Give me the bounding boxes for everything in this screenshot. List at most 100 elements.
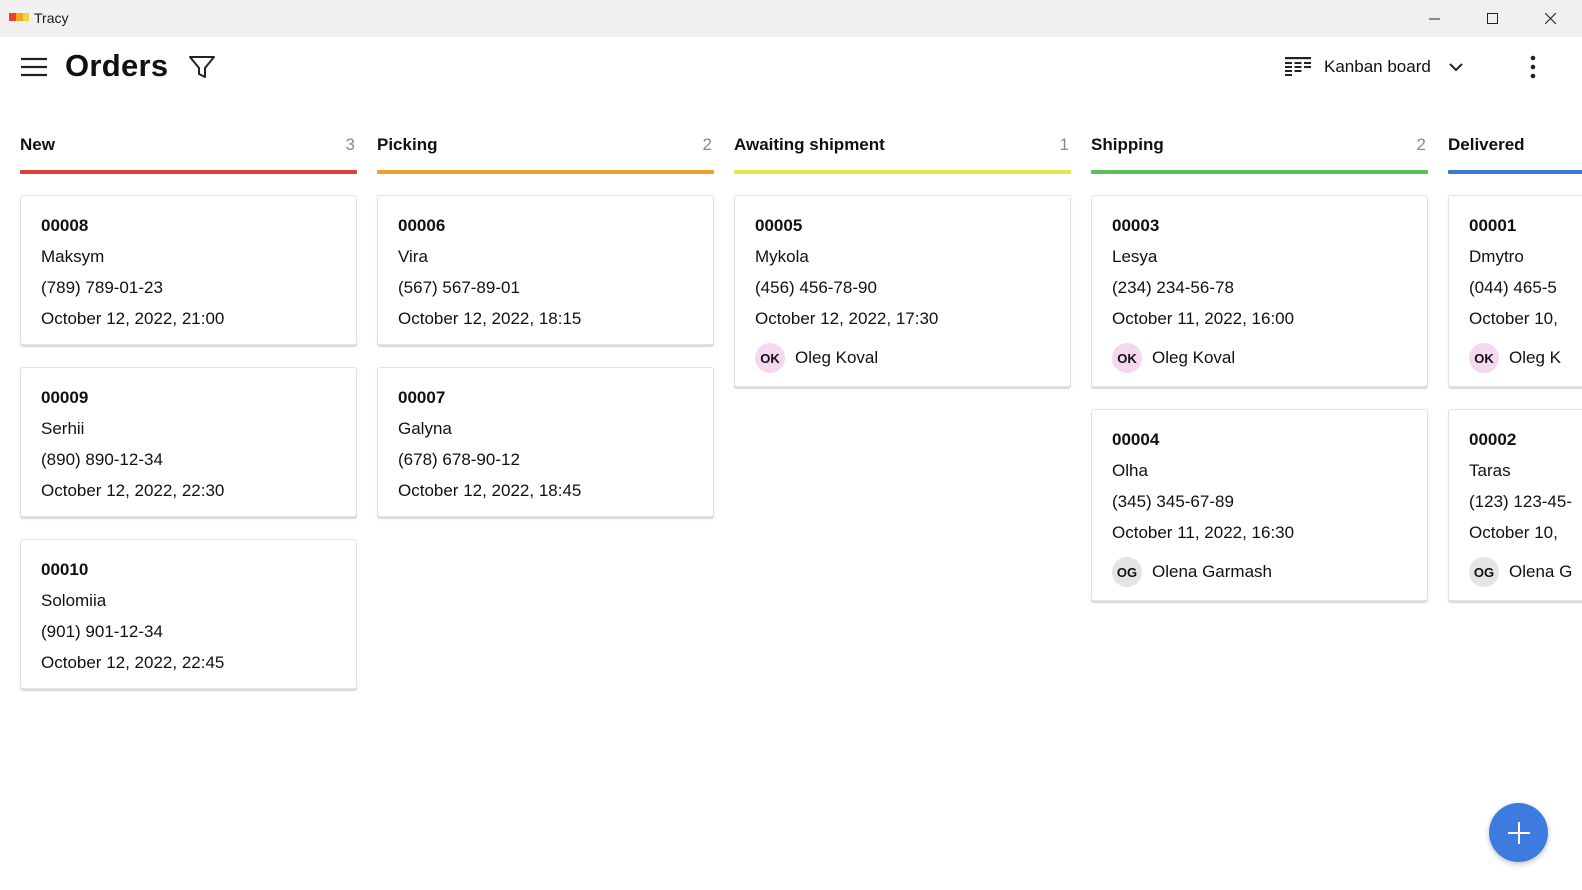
column-delivered: Delivered 00001 Dmytro (044) 465-5 October 1… <box>1448 129 1582 601</box>
assignee-name: Olena Garmash <box>1152 562 1272 581</box>
customer-name: Taras <box>1469 461 1511 480</box>
maximize-button[interactable] <box>1464 0 1522 37</box>
close-button[interactable] <box>1522 0 1580 37</box>
assignee: OK Oleg K <box>1469 340 1582 376</box>
page-title: Orders <box>65 48 169 83</box>
kanban-board: New 3 00008 Maksym (789) 789-01-23 October 12… <box>0 99 1582 890</box>
app-logo-icon <box>9 13 29 21</box>
app-header: Orders Kanban board <box>0 37 1582 99</box>
customer-name: Lesya <box>1112 247 1158 266</box>
customer-phone: (678) 678-90-12 <box>398 450 520 469</box>
avatar: OG <box>1112 557 1142 587</box>
order-card[interactable]: 00003 Lesya (234) 234-56-78 October 11, 202… <box>1091 195 1428 387</box>
more-vertical-icon <box>1530 55 1536 79</box>
column-title: Picking <box>377 135 438 154</box>
order-card[interactable]: 00006 Vira (567) 567-89-01 October 12, 2022… <box>377 195 714 345</box>
order-card[interactable]: 00008 Maksym (789) 789-01-23 October 12, 20… <box>20 195 357 345</box>
order-date: October 12, 2022, 21:00 <box>41 309 225 328</box>
order-number: 00006 <box>398 216 446 235</box>
order-card[interactable]: 00010 Solomiia (901) 901-12-34 October 12, … <box>20 539 357 689</box>
window-title: Tracy <box>34 10 69 26</box>
column-color-bar <box>734 170 1071 174</box>
column-color-bar <box>20 170 357 174</box>
order-date: October 10, <box>1469 523 1558 542</box>
hamburger-icon <box>21 57 47 77</box>
assignee-name: Oleg K <box>1509 348 1561 367</box>
column-header: Delivered <box>1448 129 1582 174</box>
minimize-icon <box>1429 18 1440 19</box>
avatar: OK <box>755 343 785 373</box>
filter-button[interactable] <box>187 52 217 82</box>
customer-phone: (567) 567-89-01 <box>398 278 520 297</box>
order-card[interactable]: 00004 Olha (345) 345-67-89 October 11, 2022… <box>1091 409 1428 601</box>
order-number: 00010 <box>41 560 89 579</box>
column-color-bar <box>1448 170 1582 174</box>
assignee-name: Oleg Koval <box>795 348 879 367</box>
assignee: OG Olena G <box>1469 554 1582 590</box>
customer-name: Solomiia <box>41 591 107 610</box>
view-selector[interactable]: Kanban board <box>1284 51 1465 83</box>
column-title: Delivered <box>1448 135 1525 154</box>
chevron-down-icon <box>1449 63 1463 72</box>
customer-phone: (456) 456-78-90 <box>755 278 877 297</box>
order-date: October 10, <box>1469 309 1558 328</box>
assignee-name: Olena G <box>1509 562 1573 581</box>
order-card[interactable]: 00002 Taras (123) 123-45- October 10, OG Olen… <box>1448 409 1582 601</box>
order-number: 00002 <box>1469 430 1517 449</box>
column-color-bar <box>1091 170 1428 174</box>
assignee-name: Oleg Koval <box>1152 348 1236 367</box>
column-picking: Picking 2 00006 Vira (567) 567-89-01 October … <box>377 129 714 517</box>
column-count: 2 <box>702 135 712 154</box>
order-card[interactable]: 00007 Galyna (678) 678-90-12 October 12, 20… <box>377 367 714 517</box>
column-header: Picking 2 <box>377 129 714 174</box>
order-card[interactable]: 00005 Mykola (456) 456-78-90 October 12, 20… <box>734 195 1071 387</box>
customer-name: Serhii <box>41 419 85 438</box>
kanban-icon <box>1285 57 1311 76</box>
maximize-icon <box>1487 12 1498 24</box>
order-number: 00004 <box>1112 430 1160 449</box>
assignee: OK Oleg Koval <box>755 340 1050 376</box>
avatar: OK <box>1469 343 1499 373</box>
order-date: October 11, 2022, 16:00 <box>1112 309 1295 328</box>
column-awaiting-shipment: Awaiting shipment 1 00005 Mykola (456) 456-7… <box>734 129 1071 387</box>
assignee: OK Oleg Koval <box>1112 340 1407 376</box>
add-order-button[interactable] <box>1489 803 1548 862</box>
customer-phone: (789) 789-01-23 <box>41 278 163 297</box>
column-shipping: Shipping 2 00003 Lesya (234) 234-56-78 Octobe… <box>1091 129 1428 601</box>
column-count: 2 <box>1416 135 1426 154</box>
order-date: October 12, 2022, 22:30 <box>41 481 225 500</box>
menu-button[interactable] <box>18 53 52 83</box>
order-number: 00008 <box>41 216 89 235</box>
order-date: October 12, 2022, 17:30 <box>755 309 939 328</box>
customer-phone: (345) 345-67-89 <box>1112 492 1234 511</box>
customer-name: Vira <box>398 247 428 266</box>
order-card[interactable]: 00009 Serhii (890) 890-12-34 October 12, 20… <box>20 367 357 517</box>
customer-name: Galyna <box>398 419 452 438</box>
close-icon <box>1545 12 1557 24</box>
customer-phone: (123) 123-45- <box>1469 492 1573 511</box>
order-date: October 12, 2022, 22:45 <box>41 653 225 672</box>
column-header: New 3 <box>20 129 357 174</box>
avatar: OG <box>1469 557 1499 587</box>
column-color-bar <box>377 170 714 174</box>
column-title: New <box>20 135 55 154</box>
customer-phone: (234) 234-56-78 <box>1112 278 1234 297</box>
order-number: 00003 <box>1112 216 1160 235</box>
column-new: New 3 00008 Maksym (789) 789-01-23 October 12… <box>20 129 357 689</box>
title-bar: Tracy <box>0 0 1582 37</box>
customer-phone: (890) 890-12-34 <box>41 450 163 469</box>
order-date: October 11, 2022, 16:30 <box>1112 523 1295 542</box>
order-number: 00005 <box>755 216 803 235</box>
column-count: 1 <box>1059 135 1069 154</box>
minimize-button[interactable] <box>1406 0 1464 37</box>
order-date: October 12, 2022, 18:15 <box>398 309 582 328</box>
customer-phone: (044) 465-5 <box>1469 278 1557 297</box>
column-count: 3 <box>345 135 355 154</box>
order-card[interactable]: 00001 Dmytro (044) 465-5 October 10, OK Oleg … <box>1448 195 1582 387</box>
customer-phone: (901) 901-12-34 <box>41 622 163 641</box>
order-number: 00001 <box>1469 216 1517 235</box>
customer-name: Olha <box>1112 461 1148 480</box>
more-options-button[interactable] <box>1520 52 1546 82</box>
customer-name: Mykola <box>755 247 809 266</box>
column-header: Shipping 2 <box>1091 129 1428 174</box>
